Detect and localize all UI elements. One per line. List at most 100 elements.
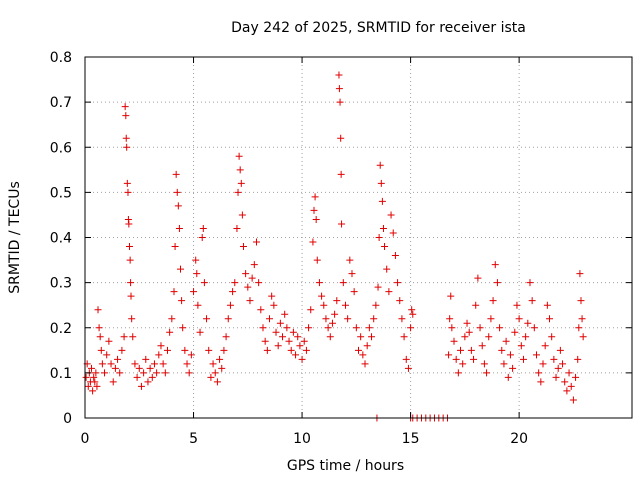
data-point: [352, 324, 360, 332]
data-point: [198, 234, 206, 241]
data-point: [140, 369, 148, 377]
y-tick-label: 0.4: [50, 231, 72, 247]
y-tick-label: 0.8: [50, 50, 72, 66]
data-point: [579, 333, 587, 341]
data-point: [394, 279, 402, 287]
data-point: [519, 355, 527, 363]
x-axis-title: GPS time / hours: [287, 458, 404, 474]
data-point: [377, 179, 385, 187]
data-point: [287, 346, 295, 354]
data-point: [294, 333, 302, 341]
data-point: [93, 382, 101, 390]
data-point: [234, 188, 242, 196]
data-point: [107, 360, 115, 368]
data-point: [472, 301, 480, 309]
data-point: [333, 297, 341, 305]
data-point: [185, 369, 193, 377]
data-point: [196, 328, 204, 336]
y-tick-label: 0.3: [50, 276, 72, 292]
data-point: [318, 292, 326, 300]
data-point: [381, 243, 389, 251]
data-point: [148, 373, 156, 381]
data-point: [127, 292, 135, 300]
data-point: [150, 360, 158, 368]
data-point: [192, 256, 200, 264]
data-point: [88, 364, 96, 372]
data-point: [391, 252, 399, 260]
data-point: [491, 261, 499, 269]
data-point: [450, 337, 458, 345]
data-point: [500, 360, 508, 368]
data-point: [259, 324, 267, 332]
data-point: [389, 229, 397, 237]
data-point: [91, 378, 99, 386]
data-point: [103, 351, 111, 359]
data-point: [576, 270, 584, 278]
data-points: [82, 71, 587, 422]
data-point: [368, 333, 376, 341]
data-point: [398, 315, 406, 323]
data-point: [454, 369, 462, 377]
data-point: [320, 301, 328, 309]
data-point: [313, 256, 321, 264]
data-point: [489, 297, 497, 305]
data-point: [200, 279, 208, 287]
data-point: [461, 333, 469, 341]
data-point: [177, 265, 185, 273]
data-point: [577, 297, 585, 305]
data-point: [496, 324, 504, 332]
data-point: [447, 292, 455, 300]
data-point: [535, 369, 543, 377]
data-point: [199, 224, 207, 232]
data-point: [480, 360, 488, 368]
data-point: [357, 333, 365, 341]
data-point: [457, 346, 465, 354]
data-point: [82, 373, 90, 381]
data-point: [309, 238, 317, 246]
data-point: [226, 301, 234, 309]
data-point: [137, 382, 145, 390]
data-point: [470, 355, 478, 363]
data-point: [183, 360, 191, 368]
data-point: [374, 283, 382, 291]
data-point: [509, 364, 517, 372]
data-point: [337, 170, 345, 178]
data-point: [539, 360, 547, 368]
data-point: [543, 301, 551, 309]
data-point: [493, 279, 501, 287]
data-point: [289, 328, 297, 336]
data-point: [157, 342, 165, 350]
data-point: [463, 319, 471, 327]
y-tick-label: 0.6: [50, 140, 72, 156]
y-axis-title: SRMTID / TECUs: [7, 181, 23, 294]
data-point: [511, 328, 519, 336]
data-point: [276, 319, 284, 327]
data-point: [305, 324, 313, 332]
data-point: [363, 342, 371, 350]
data-point: [513, 301, 521, 309]
data-point: [378, 197, 386, 205]
data-point: [173, 188, 181, 196]
data-point: [311, 193, 319, 201]
data-point: [123, 179, 131, 187]
data-point: [335, 85, 343, 93]
data-point: [111, 364, 119, 372]
data-point: [302, 346, 310, 354]
data-point: [478, 342, 486, 350]
data-point: [467, 346, 475, 354]
data-point: [190, 288, 198, 296]
data-point: [530, 324, 538, 332]
data-point: [174, 202, 182, 210]
x-tick-label: 20: [510, 431, 528, 447]
data-point: [554, 364, 562, 372]
data-point: [175, 224, 183, 232]
data-point: [575, 324, 583, 332]
data-point: [235, 152, 243, 160]
data-point: [123, 143, 131, 151]
data-point: [359, 351, 367, 359]
data-point: [248, 274, 256, 282]
data-point: [365, 324, 373, 332]
data-point: [459, 360, 467, 368]
data-point: [336, 98, 344, 106]
